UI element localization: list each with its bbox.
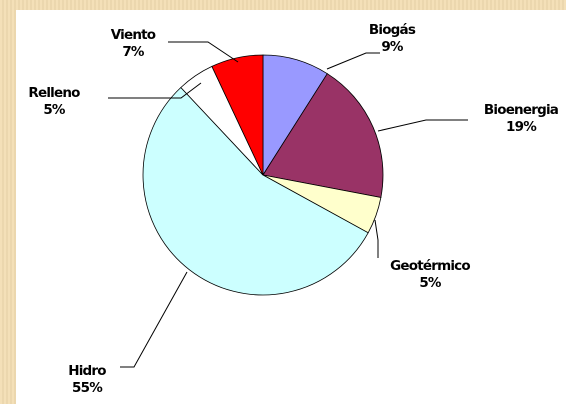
slice-value-bioenergia: 19% xyxy=(506,119,537,135)
slice-label-bioenergia: Bioenergia xyxy=(484,102,559,118)
slice-label-geotérmico: Geotérmico xyxy=(390,258,470,274)
slice-value-relleno: 5% xyxy=(43,102,66,118)
slice-value-biogás: 9% xyxy=(381,39,404,55)
leader-line-hidro xyxy=(120,271,188,368)
leader-lines-layer xyxy=(108,41,468,368)
slice-label-hidro: Hidro xyxy=(68,363,106,379)
pie-chart: Biogás9%Bioenergia19%Geotérmico5%Hidro55… xyxy=(28,22,559,396)
leader-line-bioenergia xyxy=(377,119,468,132)
slice-label-biogás: Biogás xyxy=(369,22,416,38)
leader-line-biogás xyxy=(326,52,380,70)
slice-value-geotérmico: 5% xyxy=(419,275,442,291)
slice-value-hidro: 55% xyxy=(72,380,103,396)
slice-label-viento: Viento xyxy=(111,27,156,43)
slices-layer xyxy=(142,54,384,296)
slice-label-relleno: Relleno xyxy=(28,85,80,101)
leader-line-viento xyxy=(168,41,239,63)
pie-slice-hidro xyxy=(142,86,369,296)
leader-line-relleno xyxy=(108,82,202,99)
slice-value-viento: 7% xyxy=(122,44,145,60)
labels-layer: Biogás9%Bioenergia19%Geotérmico5%Hidro55… xyxy=(28,22,559,396)
leader-line-geotérmico xyxy=(374,219,379,258)
pie-slice-bioenergia xyxy=(262,73,384,198)
chart-area: Biogás 9% Bioenergia 19% Geotérmico 5% Hidro 55… xyxy=(16,10,566,404)
pie-slice-viento xyxy=(211,54,264,176)
